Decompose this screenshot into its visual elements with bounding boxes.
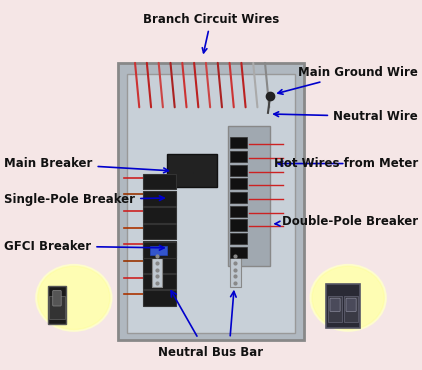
FancyBboxPatch shape	[143, 224, 176, 239]
Text: Neutral Wire: Neutral Wire	[274, 110, 418, 123]
Circle shape	[310, 265, 386, 331]
FancyBboxPatch shape	[143, 191, 176, 206]
Text: Main Breaker: Main Breaker	[4, 157, 168, 173]
FancyBboxPatch shape	[143, 240, 176, 256]
FancyBboxPatch shape	[143, 242, 176, 258]
FancyBboxPatch shape	[230, 247, 247, 258]
Text: Branch Circuit Wires: Branch Circuit Wires	[143, 13, 279, 53]
FancyBboxPatch shape	[150, 246, 167, 255]
FancyBboxPatch shape	[228, 126, 270, 266]
FancyBboxPatch shape	[230, 165, 247, 176]
FancyBboxPatch shape	[143, 207, 176, 223]
FancyBboxPatch shape	[143, 174, 176, 189]
FancyBboxPatch shape	[230, 192, 247, 203]
FancyBboxPatch shape	[127, 74, 295, 333]
FancyBboxPatch shape	[344, 296, 358, 322]
FancyBboxPatch shape	[230, 233, 247, 244]
FancyBboxPatch shape	[167, 154, 217, 187]
FancyBboxPatch shape	[48, 286, 66, 324]
FancyBboxPatch shape	[152, 250, 162, 287]
FancyBboxPatch shape	[53, 290, 61, 306]
FancyBboxPatch shape	[328, 296, 342, 322]
FancyBboxPatch shape	[118, 63, 304, 340]
FancyBboxPatch shape	[143, 290, 176, 306]
Text: GFCI Breaker: GFCI Breaker	[4, 239, 164, 253]
FancyBboxPatch shape	[346, 298, 356, 312]
FancyBboxPatch shape	[230, 178, 247, 189]
FancyBboxPatch shape	[143, 257, 176, 273]
FancyBboxPatch shape	[326, 284, 360, 328]
FancyBboxPatch shape	[230, 206, 247, 217]
FancyBboxPatch shape	[230, 137, 247, 148]
Text: Neutral Bus Bar: Neutral Bus Bar	[158, 346, 264, 359]
Text: Main Ground Wire: Main Ground Wire	[278, 65, 418, 94]
Text: Double-Pole Breaker: Double-Pole Breaker	[275, 215, 418, 228]
Circle shape	[38, 266, 110, 329]
Circle shape	[36, 265, 112, 331]
Circle shape	[312, 266, 384, 329]
Text: Hot Wires from Meter: Hot Wires from Meter	[273, 157, 418, 170]
FancyBboxPatch shape	[230, 219, 247, 231]
FancyBboxPatch shape	[330, 298, 340, 312]
FancyBboxPatch shape	[49, 296, 65, 319]
Text: Single-Pole Breaker: Single-Pole Breaker	[4, 193, 164, 206]
FancyBboxPatch shape	[230, 250, 241, 287]
FancyBboxPatch shape	[143, 274, 176, 289]
FancyBboxPatch shape	[230, 151, 247, 162]
